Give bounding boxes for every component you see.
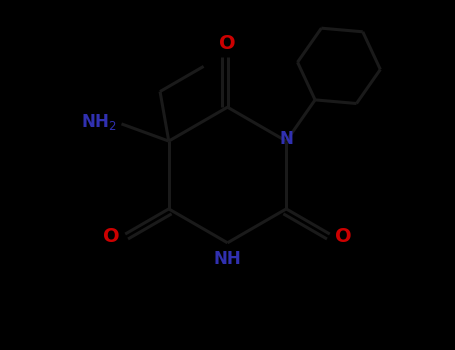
- Text: O: O: [219, 34, 236, 53]
- Text: NH$_2$: NH$_2$: [81, 112, 117, 132]
- Text: O: O: [335, 227, 352, 246]
- Text: O: O: [103, 227, 120, 246]
- Text: NH: NH: [214, 250, 241, 268]
- Text: N: N: [279, 130, 293, 148]
